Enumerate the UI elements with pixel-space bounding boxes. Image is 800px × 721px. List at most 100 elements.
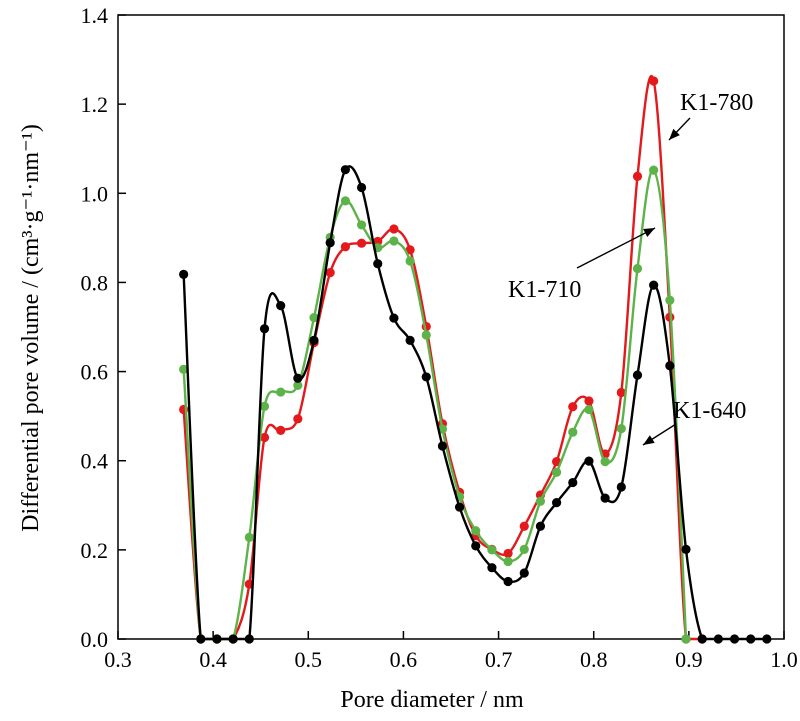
annotation-layer: K1-780 K1-710 K1-640 [508,90,753,446]
data-point [325,238,335,248]
series-layer [179,75,772,644]
data-point [665,361,675,371]
data-point [600,457,610,467]
data-point [568,402,578,412]
data-point [535,496,546,506]
x-tick-label: 0.3 [104,647,132,672]
data-point [649,165,659,175]
data-point [259,432,270,443]
data-point [568,477,578,488]
data-point [293,380,303,390]
data-point [649,280,659,290]
y-axis-title: Differential pore volume / (cm³·g⁻¹·nm⁻¹… [18,124,44,532]
x-tick-label: 0.6 [390,647,418,672]
annotation-arrow [576,227,656,269]
data-point [471,526,481,536]
arrow-head [643,228,655,238]
series-label-k1-780: K1-780 [680,90,753,116]
data-point [471,541,481,551]
data-point [405,335,415,345]
data-point [616,482,626,492]
data-point [746,634,756,644]
data-point [487,563,497,573]
series-label-k1-640: K1-640 [673,398,746,424]
data-point [356,182,367,193]
series-label-k1-710: K1-710 [508,277,581,303]
data-point [309,313,319,323]
x-tick-label: 0.9 [675,647,703,672]
data-point [293,414,303,424]
data-point [681,634,691,644]
data-point [325,268,335,278]
data-point [244,532,254,542]
data-point [340,242,350,252]
x-tick-label: 1.0 [770,647,798,672]
data-point [519,568,529,578]
data-point [259,401,270,411]
x-tick-label: 0.7 [485,647,513,672]
data-point [503,576,513,587]
data-point [179,269,189,280]
data-point [244,634,254,644]
data-point [697,634,707,644]
data-point [389,224,399,234]
data-point [552,498,562,508]
y-tick-label: 0.8 [81,270,109,295]
data-point [649,76,659,86]
x-tick-label: 0.4 [199,647,227,672]
data-point [519,544,529,555]
data-point [681,544,691,555]
data-point [389,313,399,323]
data-point [568,427,578,437]
data-point [584,396,594,406]
data-point [665,295,675,305]
x-tick-label: 0.5 [295,647,323,672]
y-tick-label: 1.4 [81,3,109,28]
data-point [503,556,513,567]
data-point [632,370,643,380]
data-point [421,372,431,382]
data-point [389,236,399,246]
data-point [487,545,497,555]
y-tick-label: 1.2 [81,92,109,117]
y-tick-label: 0.4 [81,449,109,474]
y-tick-label: 0.6 [81,360,109,385]
y-tick-label: 1.0 [81,181,109,206]
plot-frame [117,14,785,640]
data-point [212,634,222,644]
series-k1-710 [179,165,691,644]
data-point [196,634,206,644]
data-point [437,441,448,451]
data-point [356,220,367,230]
data-point [632,264,643,274]
axes: 0.3 0.4 0.5 0.6 0.7 0.8 0.9 1.0 0.0 0.2 0.4 0.6 0.8 1… [81,3,798,672]
data-point [228,634,238,644]
arrow-head [669,128,680,140]
data-point [503,548,513,559]
data-point [519,521,529,531]
data-point [340,165,350,175]
data-point [616,424,626,434]
data-point [729,634,740,644]
data-point [552,467,562,477]
data-point [276,387,286,397]
data-point [584,456,594,466]
y-tick-label: 0.2 [81,538,109,563]
data-point [293,373,303,383]
x-tick-label: 0.8 [580,647,608,672]
x-axis-title: Pore diameter / nm [340,687,524,713]
data-point [259,324,270,334]
data-point [421,330,431,340]
arrow-head [643,435,655,445]
y-tick-label: 0.0 [81,627,109,652]
data-point [713,634,723,644]
data-point [584,404,594,415]
data-point [632,171,643,181]
data-point [762,634,772,644]
series-k1-640 [179,165,772,644]
series-line [182,168,688,641]
data-point [600,493,610,503]
data-point [356,238,367,248]
data-point [405,256,415,266]
